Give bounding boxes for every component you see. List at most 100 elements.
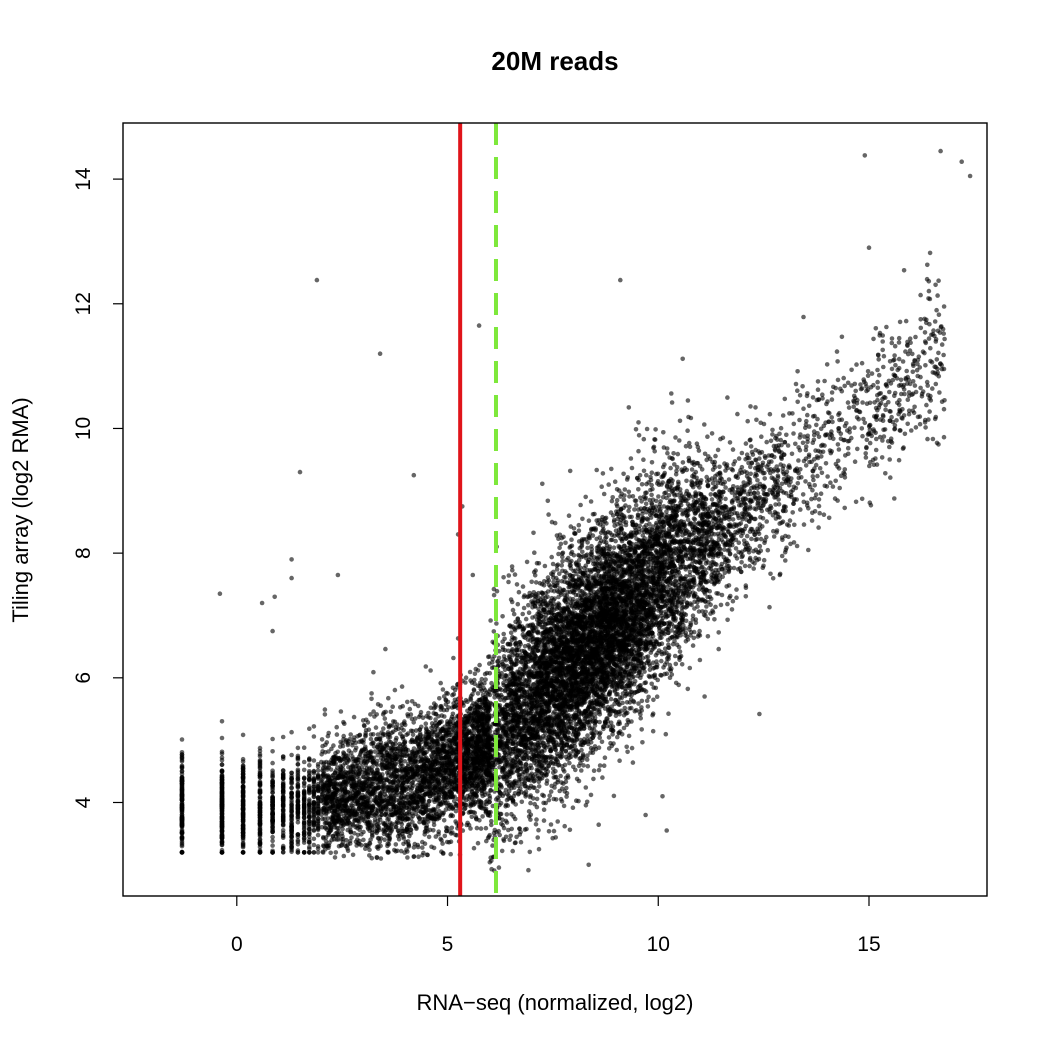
data-point — [758, 536, 764, 542]
data-point — [849, 367, 854, 373]
data-point — [311, 781, 317, 787]
data-point — [270, 829, 275, 834]
data-point — [639, 499, 644, 504]
data-point — [289, 844, 294, 849]
data-point — [786, 523, 792, 528]
data-point — [307, 797, 312, 802]
data-point — [257, 752, 263, 757]
data-point — [596, 767, 602, 773]
data-point — [860, 433, 865, 439]
data-point — [669, 400, 675, 405]
data-point — [240, 756, 246, 762]
data-point — [301, 815, 307, 820]
data-point — [878, 400, 884, 406]
data-point — [219, 850, 225, 855]
data-point — [609, 498, 615, 504]
data-point — [240, 732, 246, 738]
data-point — [295, 784, 301, 789]
data-point — [219, 833, 225, 839]
data-point — [630, 494, 636, 499]
data-point — [557, 571, 562, 576]
data-point — [280, 803, 286, 808]
data-point — [289, 785, 294, 790]
data-point — [270, 783, 275, 789]
data-point — [289, 729, 294, 735]
data-point — [651, 685, 656, 690]
data-point — [902, 391, 907, 397]
data-point — [767, 411, 773, 417]
data-point — [219, 719, 225, 724]
data-point — [571, 526, 577, 531]
data-point — [179, 816, 185, 821]
data-point — [687, 665, 693, 671]
data-point — [240, 826, 246, 832]
data-point — [939, 342, 945, 347]
data-point — [393, 842, 399, 847]
data-point — [677, 438, 682, 443]
data-point — [529, 579, 534, 585]
data-point — [295, 810, 301, 815]
data-point — [758, 420, 763, 426]
data-point — [868, 503, 874, 508]
data-point — [880, 418, 886, 424]
data-point — [280, 846, 286, 851]
data-point — [257, 745, 263, 751]
data-point — [307, 769, 312, 774]
data-point — [257, 759, 263, 764]
data-point — [783, 558, 788, 563]
data-point — [315, 844, 321, 849]
data-point — [240, 806, 246, 811]
data-point — [690, 643, 696, 648]
data-point — [257, 829, 263, 835]
data-point — [311, 734, 317, 739]
data-point — [270, 778, 275, 784]
data-point — [730, 447, 736, 452]
data-point — [240, 788, 246, 793]
data-point — [826, 515, 832, 521]
data-point — [506, 579, 511, 585]
data-point — [219, 802, 225, 807]
data-point — [289, 781, 294, 786]
data-point — [797, 393, 803, 398]
data-point — [257, 840, 263, 846]
data-point — [636, 420, 641, 425]
data-point — [307, 726, 312, 731]
data-point — [639, 727, 644, 732]
data-point — [528, 793, 533, 798]
data-point — [733, 553, 738, 558]
data-point — [757, 543, 763, 549]
data-point — [311, 758, 317, 763]
data-point — [626, 733, 632, 739]
data-point — [179, 791, 185, 797]
data-point — [289, 834, 294, 840]
data-point — [240, 784, 246, 790]
data-point — [280, 823, 286, 828]
data-point — [270, 812, 275, 817]
data-point — [311, 820, 317, 825]
data-point — [179, 795, 185, 801]
data-point — [910, 369, 916, 375]
data-point — [219, 810, 225, 815]
data-point — [898, 377, 904, 383]
data-point — [311, 823, 317, 829]
data-point — [770, 432, 775, 437]
data-point — [536, 784, 542, 789]
data-point — [902, 431, 908, 437]
data-point — [257, 797, 263, 802]
data-point — [270, 803, 275, 809]
data-point — [307, 809, 312, 815]
data-point — [179, 850, 185, 855]
data-point — [819, 470, 825, 476]
data-point — [801, 314, 806, 320]
data-point — [289, 775, 294, 781]
data-point — [612, 479, 618, 485]
data-point — [830, 484, 836, 489]
data-point — [270, 736, 275, 742]
data-point — [546, 797, 552, 803]
data-point — [295, 850, 301, 855]
data-point — [742, 563, 748, 569]
data-point — [301, 850, 307, 855]
data-point — [570, 805, 576, 810]
data-point — [471, 845, 477, 851]
data-point — [441, 818, 447, 823]
